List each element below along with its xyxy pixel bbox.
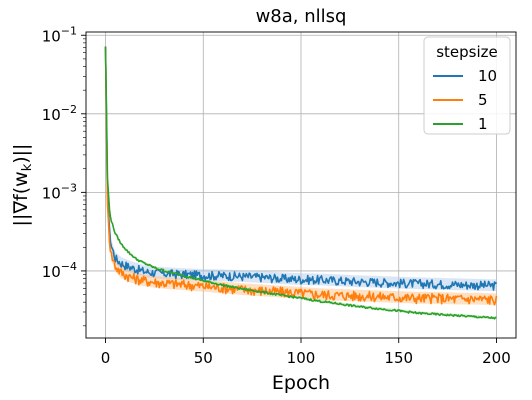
legend: stepsize 10 5 1	[423, 36, 511, 135]
series-line-1	[104, 46, 497, 320]
x-tick-label-3: 150	[384, 349, 413, 367]
x-tick-label-4: 200	[482, 349, 511, 367]
legend-label-5: 5	[478, 91, 488, 109]
y-axis-ticks: 10−4 10−3 10−2 10−1	[42, 24, 86, 327]
x-tick-label-1: 50	[194, 349, 213, 367]
x-tick-label-0: 0	[101, 349, 111, 367]
y-tick-label-0: 10−4	[42, 260, 77, 281]
y-axis-label: ||∇f(wk)||	[10, 144, 35, 227]
legend-title: stepsize	[436, 43, 498, 61]
legend-entries: 10 5 1	[433, 67, 497, 133]
x-tick-label-2: 100	[287, 349, 316, 367]
series-line-5	[104, 46, 498, 306]
x-axis-ticks: 0 50 100 150 200	[101, 338, 511, 367]
series-lines	[104, 46, 498, 320]
legend-box	[423, 36, 511, 135]
legend-label-10: 10	[478, 67, 497, 85]
series-band-10	[105, 46, 497, 292]
legend-label-1: 1	[478, 115, 488, 133]
chart-title: w8a, nllsq	[256, 6, 347, 27]
y-tick-label-2: 10−2	[42, 103, 77, 124]
y-tick-label-1: 10−3	[42, 181, 77, 202]
x-axis-label: Epoch	[272, 372, 330, 394]
y-tick-label-3: 10−1	[42, 24, 77, 45]
